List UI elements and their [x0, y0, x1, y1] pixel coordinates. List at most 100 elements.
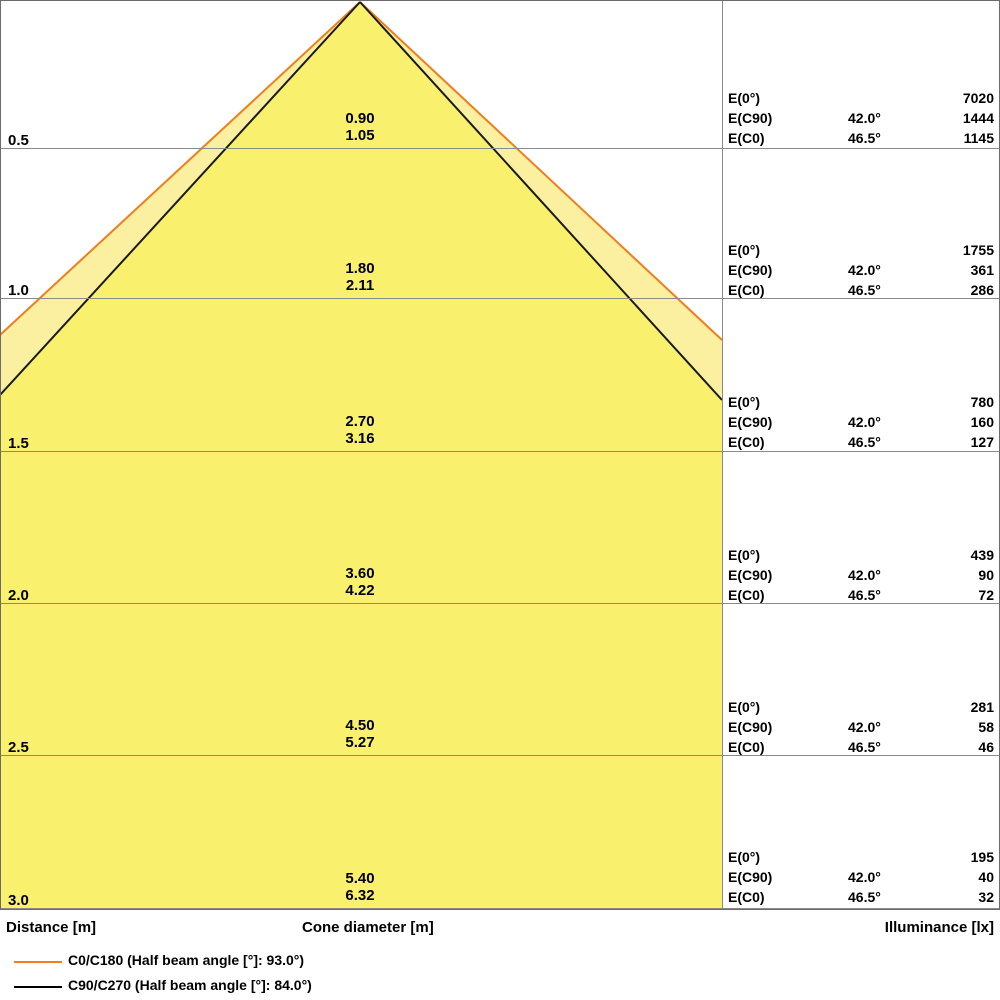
- illuminance-key: E(C90): [728, 567, 773, 583]
- cone-diameter-outer: 3.16: [345, 430, 375, 447]
- illuminance-row: E(0°) 780: [728, 392, 994, 412]
- cone-diameter-inner: 3.60: [345, 565, 375, 582]
- illuminance-angle: 42.0°: [848, 567, 881, 583]
- illuminance-value: 1444: [962, 110, 994, 126]
- cone-area-c90c270: [0, 2, 722, 910]
- axis-label-cone-diameter: Cone diameter [m]: [302, 919, 434, 936]
- illuminance-angle: 46.5°: [848, 889, 881, 905]
- legend-label: C90/C270 (Half beam angle [°]: 84.0°): [68, 977, 312, 993]
- cone-diameter-outer: 1.05: [345, 127, 375, 144]
- illuminance-angle: 42.0°: [848, 869, 881, 885]
- illuminance-row: E(C90) 42.0° 58: [728, 717, 994, 737]
- illuminance-row: E(C0) 46.5° 127: [728, 432, 994, 452]
- cone-diameter-inner: 5.40: [345, 870, 375, 887]
- illuminance-key: E(0°): [728, 394, 761, 410]
- illuminance-angle: 46.5°: [848, 130, 881, 146]
- cone-diameter-inner: 0.90: [345, 110, 375, 127]
- illuminance-key: E(0°): [728, 242, 761, 258]
- illuminance-value: 361: [970, 262, 994, 278]
- illuminance-angle: 46.5°: [848, 739, 881, 755]
- illuminance-key: E(0°): [728, 90, 761, 106]
- illuminance-key: E(C90): [728, 719, 773, 735]
- illuminance-value: 1145: [963, 130, 994, 146]
- illuminance-value: 281: [970, 699, 994, 715]
- illuminance-key: E(0°): [728, 849, 761, 865]
- legend-item-c90c270: C90/C270 (Half beam angle [°]: 84.0°): [0, 975, 1000, 999]
- illuminance-block: E(0°) 281 E(C90) 42.0° 58 E(C0) 46.5° 46: [728, 697, 994, 757]
- illuminance-row: E(C90) 42.0° 160: [728, 412, 994, 432]
- legend-line-icon: [14, 986, 62, 988]
- illuminance-key: E(C90): [728, 110, 773, 126]
- illuminance-row: E(C0) 46.5° 32: [728, 887, 994, 907]
- cone-diameter-label: 4.50 5.27: [280, 717, 440, 751]
- illuminance-block: E(0°) 780 E(C90) 42.0° 160 E(C0) 46.5° 1…: [728, 392, 994, 452]
- illuminance-row: E(C90) 42.0° 90: [728, 565, 994, 585]
- distance-label: 1.0: [8, 282, 29, 299]
- illuminance-block: E(0°) 195 E(C90) 42.0° 40 E(C0) 46.5° 32: [728, 847, 994, 907]
- axis-label-distance: Distance [m]: [6, 919, 97, 936]
- distance-label: 3.0: [8, 892, 29, 909]
- cone-diameter-outer: 5.27: [345, 734, 375, 751]
- illuminance-key: E(C0): [728, 130, 765, 146]
- illuminance-block: E(0°) 1755 E(C90) 42.0° 361 E(C0) 46.5° …: [728, 240, 994, 300]
- illuminance-value: 160: [970, 414, 994, 430]
- illuminance-angle: 46.5°: [848, 587, 881, 603]
- distance-label: 2.5: [8, 739, 29, 756]
- illuminance-row: E(C0) 46.5° 1145: [728, 128, 994, 148]
- illuminance-value: 127: [970, 434, 994, 450]
- illuminance-row: E(C90) 42.0° 1444: [728, 108, 994, 128]
- cone-diameter-inner: 4.50: [345, 717, 375, 734]
- legend: C0/C180 (Half beam angle [°]: 93.0°) C90…: [0, 950, 1000, 1000]
- illuminance-value: 1755: [962, 242, 994, 258]
- illuminance-block: E(0°) 439 E(C90) 42.0° 90 E(C0) 46.5° 72: [728, 545, 994, 605]
- illuminance-key: E(C0): [728, 587, 765, 603]
- illuminance-value: 286: [970, 282, 994, 298]
- cone-diameter-outer: 6.32: [345, 887, 375, 904]
- illuminance-row: E(0°) 7020: [728, 88, 994, 108]
- illuminance-row: E(0°) 195: [728, 847, 994, 867]
- illuminance-block: E(0°) 7020 E(C90) 42.0° 1444 E(C0) 46.5°…: [728, 88, 994, 148]
- illuminance-row: E(C0) 46.5° 286: [728, 280, 994, 300]
- cone-diameter-inner: 1.80: [345, 260, 375, 277]
- illuminance-angle: 42.0°: [848, 262, 881, 278]
- illuminance-angle: 46.5°: [848, 434, 881, 450]
- illuminance-angle: 42.0°: [848, 414, 881, 430]
- distance-label: 2.0: [8, 587, 29, 604]
- axis-label-illuminance: Illuminance [lx]: [884, 919, 994, 936]
- illuminance-value: 780: [970, 394, 994, 410]
- illuminance-value: 439: [970, 547, 994, 563]
- illuminance-angle: 42.0°: [848, 110, 881, 126]
- illuminance-key: E(C90): [728, 869, 773, 885]
- gridlines: [0, 148, 1000, 909]
- illuminance-value: 7020: [962, 90, 994, 106]
- illuminance-key: E(0°): [728, 547, 761, 563]
- illuminance-value: 72: [978, 587, 994, 603]
- illuminance-key: E(C0): [728, 739, 765, 755]
- illuminance-value: 40: [978, 869, 994, 885]
- legend-label: C0/C180 (Half beam angle [°]: 93.0°): [68, 952, 305, 968]
- cone-outline-c90c270: [0, 1, 723, 401]
- cone-plot: 0.5 1.0 1.5 2.0 2.5 3.0 0.90 1.05 1.80 2…: [0, 0, 1000, 910]
- cone-diameter-label: 3.60 4.22: [280, 565, 440, 599]
- distance-label: 1.5: [8, 435, 29, 452]
- illuminance-value: 58: [978, 719, 994, 735]
- legend-item-c0c180: C0/C180 (Half beam angle [°]: 93.0°): [0, 950, 1000, 974]
- illuminance-value: 90: [978, 567, 994, 583]
- illuminance-value: 32: [978, 889, 994, 905]
- illuminance-key: E(C0): [728, 282, 765, 298]
- illuminance-angle: 42.0°: [848, 719, 881, 735]
- illuminance-key: E(C0): [728, 889, 765, 905]
- cone-diameter-inner: 2.70: [345, 413, 375, 430]
- cone-diameter-label: 1.80 2.11: [280, 260, 440, 294]
- illuminance-key: E(C0): [728, 434, 765, 450]
- illuminance-row: E(0°) 281: [728, 697, 994, 717]
- illuminance-row: E(C0) 46.5° 46: [728, 737, 994, 757]
- cone-plot-svg: [0, 0, 1000, 910]
- legend-line-icon: [14, 961, 62, 963]
- cone-diameter-label: 2.70 3.16: [280, 413, 440, 447]
- distance-label: 0.5: [8, 132, 29, 149]
- illuminance-value: 46: [978, 739, 994, 755]
- illuminance-row: E(C90) 42.0° 40: [728, 867, 994, 887]
- illuminance-angle: 46.5°: [848, 282, 881, 298]
